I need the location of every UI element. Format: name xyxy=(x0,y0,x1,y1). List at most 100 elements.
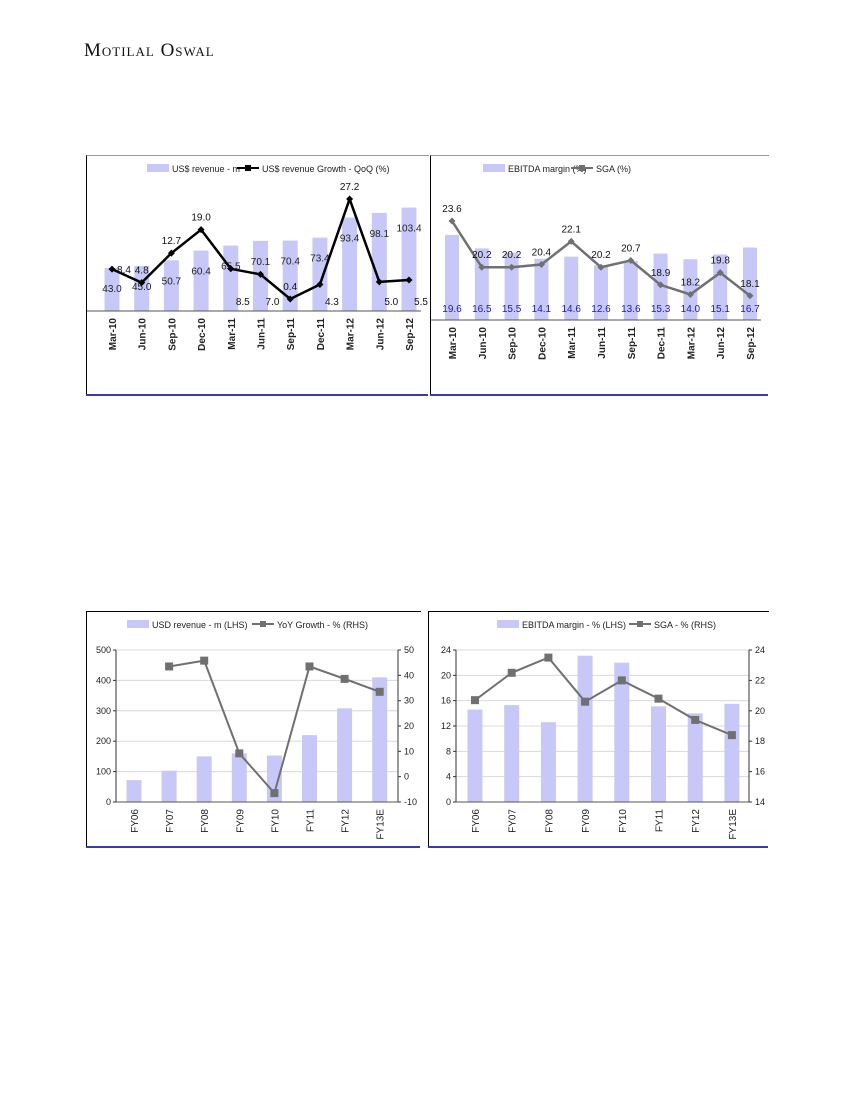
bar xyxy=(231,753,247,802)
y-tick-label: 200 xyxy=(96,736,111,746)
bar xyxy=(312,237,328,311)
legend-label: SGA (%) xyxy=(596,164,631,174)
line-point xyxy=(597,263,605,271)
chart-usd-revenue-yoy: 0 100 200 300 400 500 -10 0 10 20 30 40 50 FY06 FY07 FY… xyxy=(86,611,421,848)
bar xyxy=(687,713,703,802)
bar xyxy=(577,655,593,802)
line-point xyxy=(478,263,486,271)
y2-tick-label: 40 xyxy=(404,670,414,680)
category-label: FY08 xyxy=(200,809,211,833)
category-label: Jun-10 xyxy=(478,327,489,360)
line-data-label: 19.8 xyxy=(710,256,730,267)
y2-tick-label: 0 xyxy=(404,772,409,782)
line-point xyxy=(727,731,736,740)
line-point xyxy=(507,668,516,677)
chart-svg: 19.6 16.5 15.5 14.1 14.6 12.6 13.6 15.3 14.0 15.1… xyxy=(431,164,761,360)
legend-marker xyxy=(579,165,585,171)
category-label: FY09 xyxy=(235,809,246,833)
category-label: FY13E xyxy=(376,809,387,840)
bar-data-label: 70.1 xyxy=(251,257,271,268)
legend-bar-swatch xyxy=(497,620,519,628)
line-point xyxy=(108,265,116,273)
bar-data-label: 16.7 xyxy=(740,304,760,315)
category-label: FY07 xyxy=(508,809,519,833)
category-label: Mar-11 xyxy=(567,327,578,359)
line-point xyxy=(200,656,209,665)
legend-label: US$ revenue - m xyxy=(172,164,240,174)
bar xyxy=(594,265,608,320)
bar xyxy=(504,705,520,802)
bar xyxy=(342,217,358,311)
line-data-label: 12.7 xyxy=(162,236,182,247)
bar xyxy=(651,706,666,802)
y2-tick-label: -10 xyxy=(404,797,417,807)
category-label: Mar-12 xyxy=(686,327,697,360)
category-label: FY06 xyxy=(471,809,482,833)
line-point xyxy=(405,276,413,284)
bar xyxy=(401,207,417,311)
line-data-label: 20.2 xyxy=(591,250,611,261)
bar-data-label: 70.4 xyxy=(280,257,300,268)
line-data-label: 4.3 xyxy=(325,297,339,308)
line-point xyxy=(227,265,235,273)
line-point xyxy=(375,278,383,286)
y-tick-label: 8 xyxy=(446,746,451,756)
line-point xyxy=(691,715,700,724)
chart-svg: 43.045.050.760.465.570.170.473.493.498.1… xyxy=(87,164,428,351)
line-point xyxy=(686,290,694,298)
line-point xyxy=(581,697,590,706)
line-data-label: 18.1 xyxy=(740,279,760,290)
bar xyxy=(540,722,556,802)
line-data-label: 20.4 xyxy=(532,248,552,259)
category-label: Mar-12 xyxy=(346,318,357,351)
line-point xyxy=(544,653,553,662)
divider xyxy=(430,394,768,396)
bar-data-label: 98.1 xyxy=(370,229,390,240)
line-data-label: 4.8 xyxy=(135,266,149,277)
y-tick-label: 16 xyxy=(441,696,451,706)
y-tick-label: 100 xyxy=(96,767,111,777)
line-data-label: 23.6 xyxy=(442,204,462,215)
line-point xyxy=(508,263,516,271)
legend-marker xyxy=(260,621,266,627)
y-tick-label: 4 xyxy=(446,772,451,782)
line-point xyxy=(448,217,456,225)
category-label: FY11 xyxy=(655,809,666,833)
line-point xyxy=(471,696,479,705)
bar xyxy=(564,256,579,320)
legend-bar-swatch xyxy=(147,164,169,172)
bar xyxy=(193,250,209,311)
category-label: FY12 xyxy=(341,809,352,833)
line-point xyxy=(537,261,545,269)
bar-data-label: 15.5 xyxy=(502,304,522,315)
bar xyxy=(713,254,728,320)
bar xyxy=(724,703,740,802)
line-point xyxy=(657,281,665,289)
bar xyxy=(196,756,212,802)
line-data-label: 22.1 xyxy=(561,224,581,235)
bar xyxy=(504,252,519,320)
line-data-label: 7.0 xyxy=(266,297,280,308)
category-label: FY12 xyxy=(691,809,702,833)
legend-label: EBITDA margin (%) xyxy=(508,164,587,174)
bar xyxy=(161,770,177,802)
category-label: Dec-11 xyxy=(316,318,327,351)
category-label: Sep-11 xyxy=(286,318,297,351)
bar xyxy=(126,780,142,802)
category-label: FY11 xyxy=(306,809,317,833)
line-point xyxy=(197,226,205,234)
divider xyxy=(86,846,420,848)
category-label: FY07 xyxy=(165,809,176,833)
bar xyxy=(372,677,388,802)
legend-label: SGA - % (RHS) xyxy=(654,620,716,630)
line-point xyxy=(567,237,575,245)
category-label: Sep-12 xyxy=(405,318,416,351)
category-label: Mar-10 xyxy=(448,327,459,360)
bar xyxy=(163,260,179,311)
line-point xyxy=(167,249,175,257)
line-data-label: 19.0 xyxy=(191,213,211,224)
legend-marker xyxy=(637,621,643,627)
category-label: FY10 xyxy=(618,809,629,833)
chart-svg: 0 100 200 300 400 500 -10 0 10 20 30 40 50 FY06 FY07 FY… xyxy=(96,620,417,840)
